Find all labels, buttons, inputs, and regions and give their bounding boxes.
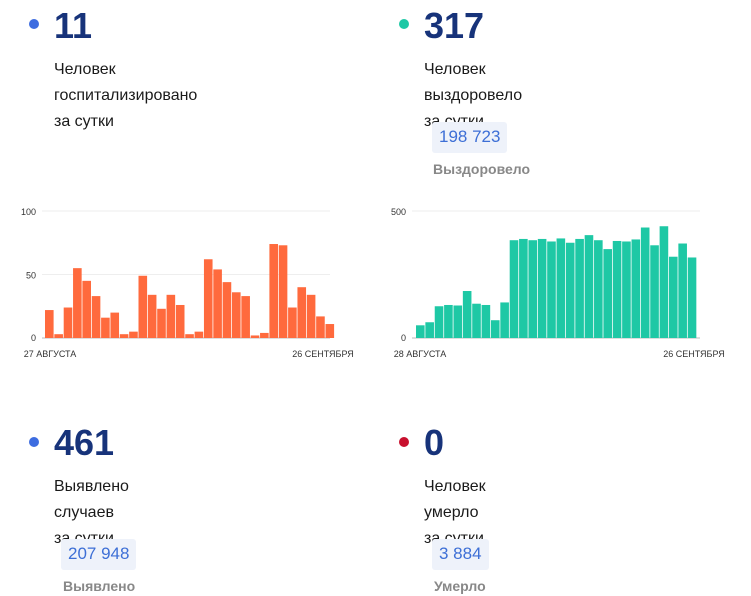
chart1-bar: [45, 310, 54, 338]
chart2-bar: [594, 240, 603, 338]
deaths-total-label: Умерло: [434, 578, 486, 594]
chart1-bar: [185, 334, 194, 338]
chart2-bar: [519, 238, 528, 338]
chart1-bar: [278, 245, 288, 338]
chart1-bar: [288, 307, 297, 338]
chart1-bar: [91, 296, 101, 338]
cases-caption-line1: Выявлено случаев: [54, 478, 129, 521]
chart2-bar: [612, 240, 622, 338]
chart1-bar: [73, 268, 82, 338]
chart2-bar: [425, 322, 434, 338]
recovered-number: 317: [424, 5, 485, 46]
chart2-xlabel-end: 26 СЕНТЯБРЯ: [663, 349, 725, 359]
hospitalized-dot: [29, 19, 39, 29]
hospitalized-caption-line2: за сутки: [54, 113, 114, 130]
deaths-caption-line1: Человек умерло: [424, 478, 486, 521]
chart1-bar: [241, 296, 250, 338]
chart1-ytick-label: 0: [31, 333, 36, 343]
chart2-bar: [528, 240, 538, 338]
hospitalized-caption-line1: Человек госпитализировано: [54, 61, 198, 104]
deaths-total-badge: 3 884: [432, 539, 489, 570]
chart1-bar: [157, 308, 166, 338]
chart1-bar: [269, 244, 278, 338]
chart1-bar: [129, 331, 138, 338]
chart1-xlabel-start: 27 АВГУСТА: [24, 349, 77, 359]
chart1-bar: [54, 334, 63, 338]
chart1-bar: [297, 287, 307, 338]
cases-dot: [29, 437, 39, 447]
recovered-total-label: Выздоровело: [433, 161, 531, 177]
chart2-bar: [687, 257, 697, 338]
chart2-bar: [659, 226, 669, 338]
chart2-bar: [668, 256, 678, 338]
chart2-bar: [584, 235, 594, 338]
chart1-bar: [82, 280, 91, 338]
chart2-bar: [537, 238, 547, 338]
chart1-bar: [119, 334, 129, 338]
hospitalized-caption: Человек госпитализировано за сутки: [54, 57, 197, 135]
chart1-bar: [260, 332, 269, 338]
chart1-bar: [325, 324, 335, 338]
chart1-bar: [63, 307, 73, 338]
chart1-bar: [194, 331, 204, 338]
chart1-bar: [101, 317, 110, 338]
chart2-bar: [509, 240, 519, 338]
chart2-xlabel-start: 28 АВГУСТА: [394, 349, 447, 359]
chart2-bar: [622, 241, 631, 338]
chart1-bar: [250, 335, 260, 338]
chart2-bar: [462, 291, 472, 338]
chart2-bar: [678, 243, 687, 338]
cases-number: 461: [54, 422, 115, 463]
deaths-number: 0: [424, 422, 445, 463]
chart1-bar: [175, 304, 185, 338]
chart2-ytick-label: 0: [401, 333, 406, 343]
chart1-bar: [166, 294, 176, 338]
chart1-bar: [147, 294, 157, 338]
chart2-ytick-label: 500: [391, 207, 406, 217]
chart2-bar: [434, 306, 444, 338]
cases-total-badge: 207 948: [61, 539, 137, 570]
chart2-bar: [640, 227, 650, 338]
recovered-total-badge: 198 723: [432, 122, 508, 153]
chart2-bar: [575, 238, 584, 338]
chart2-bar: [631, 239, 641, 338]
chart1-bar: [232, 292, 241, 338]
hospitalized-number: 11: [54, 5, 93, 46]
chart1-bar: [110, 312, 120, 338]
chart2-bar: [453, 305, 463, 338]
chart2-bar: [565, 242, 575, 338]
chart2-bar: [547, 241, 556, 338]
chart1-bar: [316, 316, 325, 338]
chart2-bar: [416, 325, 425, 338]
chart1-xlabel-end: 26 СЕНТЯБРЯ: [292, 349, 354, 359]
deaths-dot: [399, 437, 409, 447]
chart2-bar: [650, 245, 659, 338]
chart1-bar: [213, 269, 222, 338]
chart1-bar: [138, 275, 148, 338]
chart1-bar: [306, 294, 316, 338]
chart2-bar: [500, 302, 509, 338]
cases-total-label: Выявлено: [63, 578, 136, 594]
recovered-caption-line1: Человек выздоровело: [424, 61, 523, 104]
chart2-bar: [472, 303, 481, 338]
chart2-bar: [481, 304, 491, 338]
chart2-bar: [603, 249, 612, 338]
chart2-bar: [490, 320, 500, 338]
chart1-bar: [222, 282, 232, 338]
chart2-bar: [444, 304, 453, 338]
chart1-ytick-label: 50: [26, 271, 36, 281]
chart1-ytick-label: 100: [21, 207, 36, 217]
recovered-dot: [399, 19, 409, 29]
chart1-bar: [203, 259, 213, 338]
chart2-bar: [556, 238, 566, 338]
